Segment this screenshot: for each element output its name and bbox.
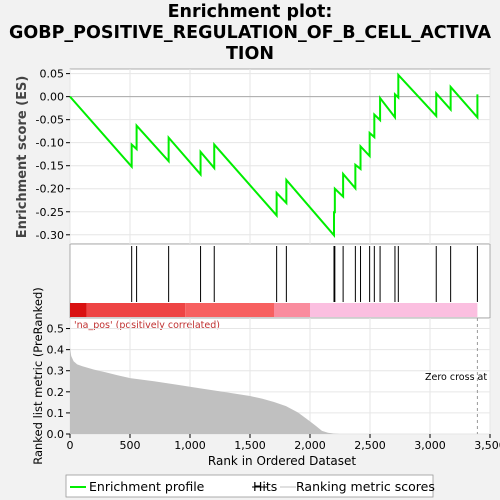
rank-y-axis-label: Ranked list metric (PreRanked) <box>31 287 45 465</box>
chart-title-line-2: GOBP_POSITIVE_REGULATION_OF_B_CELL_ACTIV… <box>9 23 491 43</box>
zero-cross-label: Zero cross at <box>425 372 487 383</box>
x-tick-label: 0 <box>67 439 74 452</box>
rank-y-tick-label: 0.0 <box>47 428 65 441</box>
hit-markers <box>131 246 478 302</box>
es-y-tick-label: -0.30 <box>36 229 64 242</box>
x-tick-label: 2,000 <box>294 439 326 452</box>
rank-y-ticks: 0.0 0.1 0.2 0.3 0.4 0.5 <box>47 323 70 441</box>
x-tick-label: 2,500 <box>354 439 386 452</box>
x-axis-ticks: 0 500 1,000 1,500 2,000 2,500 3,000 3,500 <box>67 434 500 452</box>
rank-y-tick-label: 0.1 <box>47 407 65 420</box>
legend-entry-enrichment: Enrichment profile <box>89 479 205 494</box>
es-y-tick-label: 0.05 <box>40 68 65 81</box>
rank-y-tick-label: 0.3 <box>47 365 65 378</box>
es-y-tick-label: -0.10 <box>36 137 64 150</box>
ranking-metric-area <box>70 347 478 434</box>
chart-title: Enrichment plot: GOBP_POSITIVE_REGULATIO… <box>0 2 500 65</box>
legend-entry-hits: Hits <box>253 479 277 494</box>
x-tick-label: 1,000 <box>174 439 206 452</box>
es-y-tick-label: -0.05 <box>36 114 64 127</box>
color-bar <box>70 303 478 317</box>
es-y-ticks: 0.05 0.00 -0.05 -0.10 -0.15 -0.20 -0.25 -0.30 <box>36 68 70 242</box>
rank-y-tick-label: 0.5 <box>47 323 65 336</box>
x-tick-label: 3,500 <box>474 439 500 452</box>
color-bar-segment <box>70 303 87 317</box>
es-y-tick-label: -0.15 <box>36 160 64 173</box>
color-bar-segment <box>274 303 310 317</box>
color-bar-segment <box>185 303 274 317</box>
x-axis-label: Rank in Ordered Dataset <box>208 454 356 468</box>
x-tick-label: 1,500 <box>234 439 266 452</box>
es-y-axis-label: Enrichment score (ES) <box>15 76 30 239</box>
rank-y-tick-label: 0.4 <box>47 344 65 357</box>
chart-title-line-3: TION <box>226 44 274 64</box>
chart-title-line-1: Enrichment plot: <box>167 2 333 22</box>
es-panel <box>69 68 491 245</box>
enrichment-profile-line <box>69 72 479 238</box>
es-y-tick-label: 0.00 <box>40 91 65 104</box>
x-tick-label: 500 <box>120 439 141 452</box>
color-bar-label: 'na_pos' (positively correlated) <box>74 320 220 331</box>
x-tick-label: 3,000 <box>414 439 446 452</box>
rank-y-tick-label: 0.2 <box>47 386 65 399</box>
legend-entry-ranking: Ranking metric scores <box>296 479 435 494</box>
es-gridlines <box>69 69 491 244</box>
es-y-tick-label: -0.25 <box>36 206 64 219</box>
color-bar-segment <box>310 303 478 317</box>
es-y-tick-label: -0.20 <box>36 183 64 196</box>
color-bar-segment <box>86 303 186 317</box>
legend-box <box>65 474 434 498</box>
